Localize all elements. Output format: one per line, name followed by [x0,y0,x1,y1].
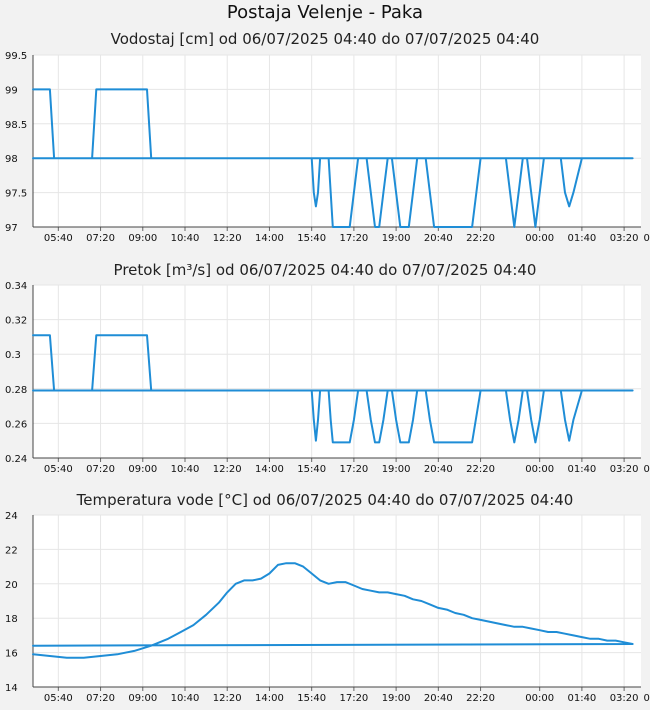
x-tick-label: 12:20 [213,233,242,244]
y-tick-label: 98 [5,154,18,165]
water-temperature-chart: 14 16 18 20 22 24 05:40 07:20 09:00 10:40 12:20 14:… [5,511,650,704]
x-tick-label: 12:20 [213,693,242,704]
x-tick-label: 19:00 [382,464,411,475]
x-tick-label: 09:00 [128,693,157,704]
y-tick-label: 24 [5,511,18,522]
x-tick-label: 15:40 [297,693,326,704]
y-tick-label: 14 [5,683,18,694]
x-tick-label: 05:40 [44,693,73,704]
y-tick-label: 98.5 [5,120,27,131]
x-tick-label: 01:40 [567,693,596,704]
x-tick-label: 00:00 [525,693,554,704]
x-tick-label: 00:00 [525,464,554,475]
x-tick-label: 09:00 [128,233,157,244]
x-tick-label: 17:20 [339,693,368,704]
x-tick-label: 20:40 [424,693,453,704]
y-tick-label: 97 [5,223,18,234]
x-tick-label: 15:40 [297,233,326,244]
discharge-plot-area [33,285,641,458]
water-level-chart-title: Vodostaj [cm] od 06/07/2025 04:40 do 07/… [110,30,540,48]
x-tick-label: 10:40 [171,693,200,704]
x-tick-label: 14:00 [255,464,284,475]
y-tick-label: 22 [5,545,18,556]
x-tick-label: 03:20 [610,464,639,475]
x-tick-label: 01:40 [567,464,596,475]
y-tick-label: 0.3 [5,350,21,361]
x-tick-label: 01:40 [567,233,596,244]
y-tick-label: 99 [5,85,18,96]
water-level-plot-area [33,55,641,227]
y-tick-label: 0.28 [5,385,27,396]
y-tick-label: 16 [5,649,18,660]
x-tick-label: 04:40 [643,464,650,475]
x-tick-label: 12:20 [213,464,242,475]
x-tick-label: 07:20 [86,693,115,704]
y-tick-label: 99.5 [5,51,27,62]
x-tick-label: 22:20 [466,693,495,704]
water-level-chart: 97 97.5 98 98.5 99 99.5 05:40 07:20 09:00 10:40 12… [5,51,650,244]
x-tick-label: 03:20 [610,233,639,244]
x-tick-label: 17:20 [339,233,368,244]
y-tick-label: 0.26 [5,419,27,430]
x-tick-label: 05:40 [44,233,73,244]
x-tick-label: 05:40 [44,464,73,475]
discharge-series-line [32,334,634,444]
x-tick-label: 20:40 [424,233,453,244]
x-tick-label: 04:40 [643,233,650,244]
x-tick-label: 09:00 [128,464,157,475]
discharge-chart-title: Pretok [m³/s] od 06/07/2025 04:40 do 07/… [113,261,537,279]
y-tick-label: 0.34 [5,281,27,292]
x-tick-label: 10:40 [171,233,200,244]
x-tick-label: 17:20 [339,464,368,475]
y-tick-label: 0.32 [5,316,27,327]
x-tick-label: 19:00 [382,693,411,704]
water-temperature-plot-area [33,515,641,687]
x-tick-label: 03:20 [610,693,639,704]
water-level-series-line [32,88,634,228]
x-tick-label: 19:00 [382,233,411,244]
water-temperature-series-line [32,562,634,659]
x-tick-label: 04:40 [643,693,650,704]
x-tick-label: 07:20 [86,233,115,244]
x-tick-label: 15:40 [297,464,326,475]
x-tick-label: 10:40 [171,464,200,475]
x-tick-label: 22:20 [466,233,495,244]
water-temperature-chart-title: Temperatura vode [°C] od 06/07/2025 04:4… [76,491,574,509]
x-tick-label: 07:20 [86,464,115,475]
y-tick-label: 0.24 [5,454,27,465]
page-title: Postaja Velenje - Paka [226,2,424,23]
x-tick-label: 20:40 [424,464,453,475]
x-tick-label: 14:00 [255,233,284,244]
y-tick-label: 97.5 [5,189,27,200]
x-tick-label: 22:20 [466,464,495,475]
x-tick-label: 00:00 [525,233,554,244]
discharge-chart: 0.24 0.26 0.28 0.3 0.32 0.34 05:40 07:20 09:00 10… [5,281,650,475]
y-tick-label: 20 [5,580,18,591]
y-tick-label: 18 [5,614,18,625]
x-tick-label: 14:00 [255,693,284,704]
